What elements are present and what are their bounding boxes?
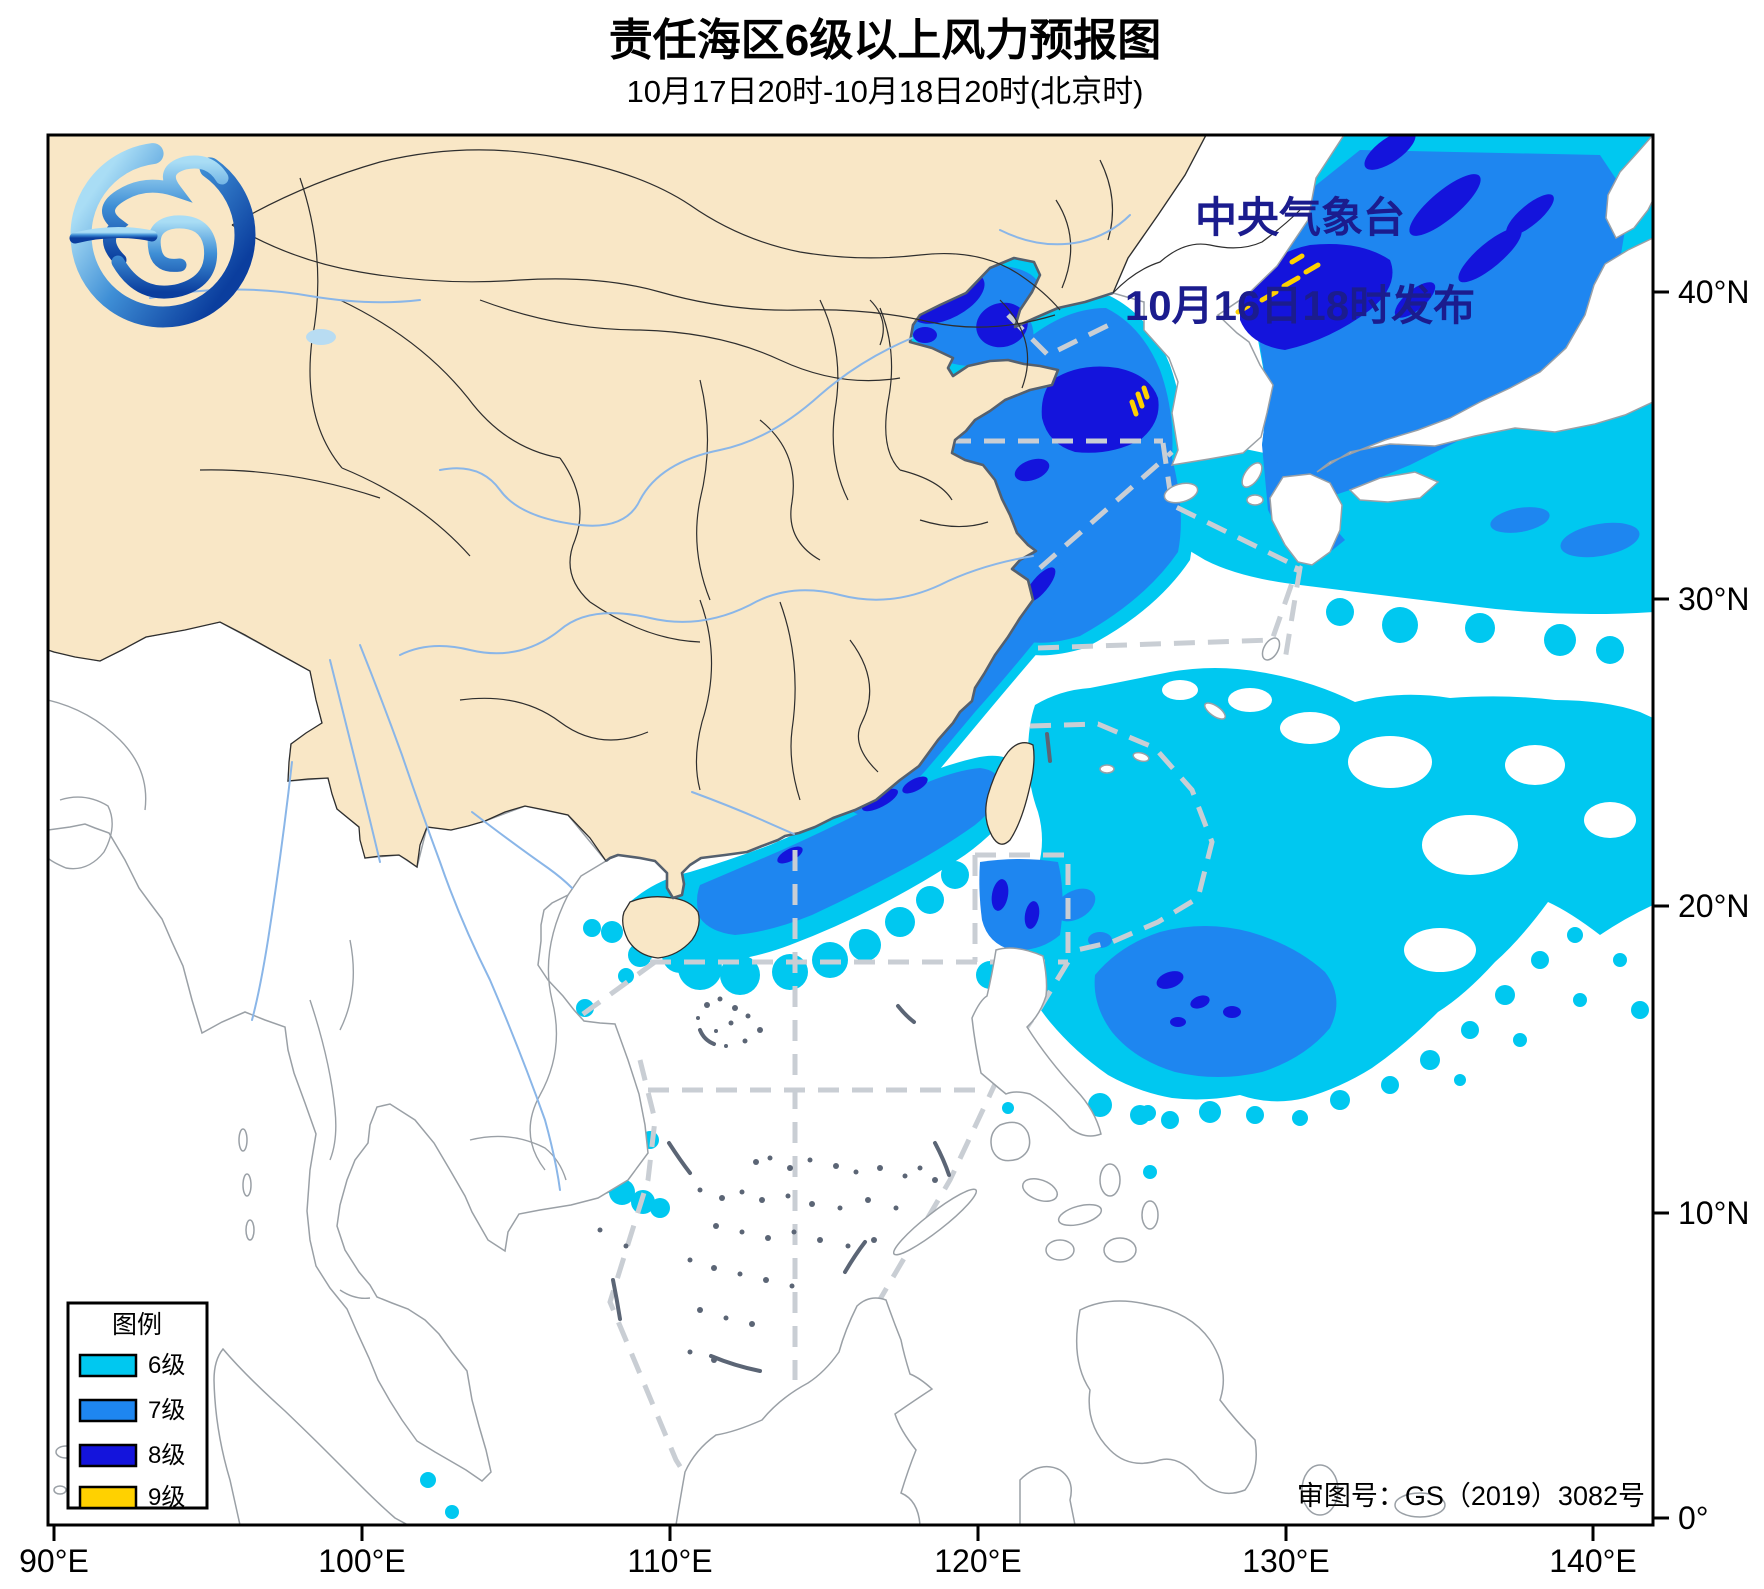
cma-dragon-logo-icon bbox=[69, 142, 256, 328]
lake bbox=[306, 329, 336, 345]
issuer-name: 中央气象台 bbox=[1195, 194, 1405, 241]
y-tick-20n: 20°N bbox=[1678, 888, 1750, 924]
sulawesi-island bbox=[1019, 1465, 1076, 1525]
sumatra-island bbox=[213, 1347, 409, 1525]
x-tick-140e: 140°E bbox=[1549, 1543, 1637, 1579]
foreign-borders bbox=[48, 699, 569, 1300]
y-tick-10n: 10°N bbox=[1678, 1195, 1750, 1231]
legend-swatch-7 bbox=[78, 1398, 138, 1423]
x-tick-90e: 90°E bbox=[19, 1543, 89, 1579]
legend-swatch-9 bbox=[78, 1485, 138, 1510]
province-borders bbox=[199, 149, 1301, 801]
map-review-number: 审图号：GS（2019）3082号 bbox=[1297, 1481, 1645, 1511]
legend-swatch-6 bbox=[78, 1353, 138, 1378]
y-tick-30n: 30°N bbox=[1678, 581, 1750, 617]
legend-swatch-8 bbox=[78, 1443, 138, 1468]
x-tick-130e: 130°E bbox=[1242, 1543, 1330, 1579]
axis-ticks bbox=[52, 290, 1669, 1541]
taiwan-island bbox=[985, 742, 1035, 845]
legend-label-7: 7级 bbox=[148, 1397, 185, 1424]
page-subtitle: 10月17日20时-10月18日20时(北京时) bbox=[627, 74, 1144, 109]
x-axis-labels: 90°E 100°E 110°E 120°E 130°E 140°E bbox=[19, 1543, 1637, 1579]
tsushima-island bbox=[1241, 462, 1263, 488]
map-canvas: 中央气象台 10月16日18时发布 审图号：GS（2019）3082号 图例 6… bbox=[48, 135, 1653, 1525]
legend-label-6: 6级 bbox=[148, 1352, 185, 1379]
legend-label-8: 8级 bbox=[148, 1442, 185, 1469]
korea-russia-landmass bbox=[1111, 135, 1345, 466]
rivers bbox=[149, 214, 1131, 1191]
page-title: 责任海区6级以上风力预报图 bbox=[609, 16, 1161, 65]
x-tick-100e: 100°E bbox=[318, 1543, 406, 1579]
ryukyu-islands bbox=[1099, 637, 1281, 774]
x-tick-110e: 110°E bbox=[627, 1543, 712, 1579]
issue-time: 10月16日18时发布 bbox=[1125, 282, 1475, 329]
map-frame bbox=[46, 133, 1655, 1527]
wind-area-level9 bbox=[1129, 253, 1321, 417]
jeju-island bbox=[1163, 482, 1199, 504]
y-tick-0: 0° bbox=[1678, 1500, 1709, 1536]
legend-label-9: 9级 bbox=[148, 1484, 185, 1511]
japan-islands bbox=[1246, 135, 1653, 566]
philippines-islands bbox=[892, 947, 1257, 1495]
foreign-land bbox=[48, 135, 1653, 1525]
borneo-island bbox=[675, 1297, 934, 1525]
y-axis-labels: 40°N 30°N 20°N 10°N 0° bbox=[1678, 274, 1750, 1536]
wind-area-gaps bbox=[1162, 680, 1636, 972]
legend-title: 图例 bbox=[112, 1311, 162, 1339]
issuer-stamp: 中央气象台 10月16日18时发布 bbox=[1125, 194, 1475, 329]
x-tick-120e: 120°E bbox=[934, 1543, 1022, 1579]
china-coastline bbox=[605, 256, 1114, 900]
reef-marks bbox=[597, 732, 1052, 1373]
y-tick-40n: 40°N bbox=[1678, 274, 1750, 310]
legend: 图例 6级 7级 8级 9级 bbox=[66, 1301, 209, 1511]
